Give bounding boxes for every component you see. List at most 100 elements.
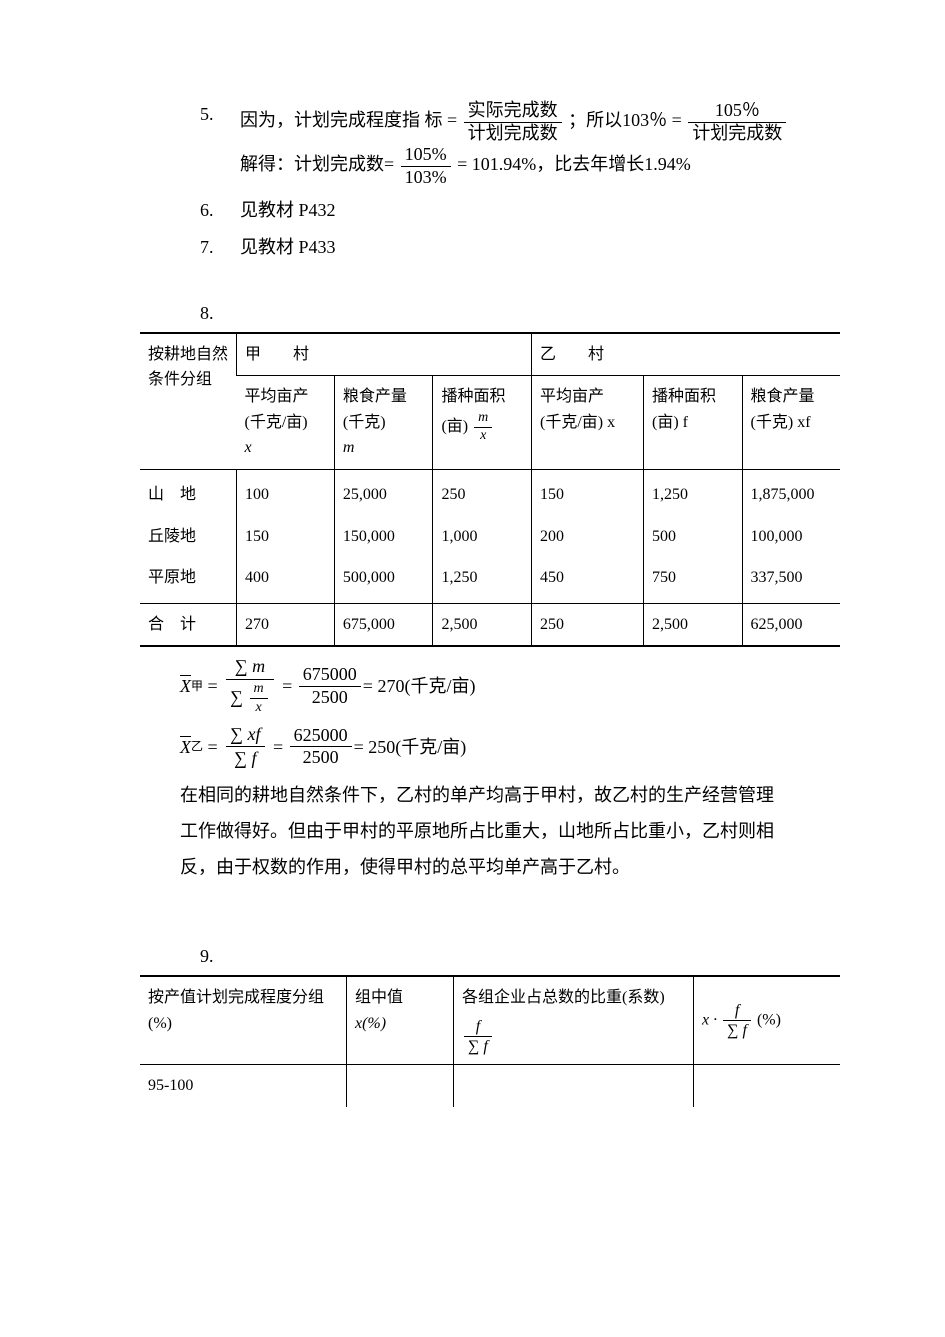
t8-sum-b2: 2,500 xyxy=(644,603,743,646)
t8-r1-b3: 100,000 xyxy=(742,516,840,558)
t8-r2-a3: 1,250 xyxy=(433,557,532,603)
t8-h-group: 按耕地自然条件分组 xyxy=(140,333,237,470)
t8-hB3-t: 粮食产量 xyxy=(751,388,815,405)
t8-sum-b1: 250 xyxy=(531,603,643,646)
item-6-text: 见教材 P432 xyxy=(240,196,815,225)
t8-hA3-frac: m x xyxy=(474,410,492,445)
t8-hA2: 粮食产量 (千克) m xyxy=(334,376,433,470)
t9-r0-c1: 95-100 xyxy=(140,1065,347,1107)
t8-r1-a2: 150,000 xyxy=(334,516,433,558)
t8-r0-g: 山 地 xyxy=(140,469,237,515)
t8-h-villageA: 甲 村 xyxy=(237,333,532,376)
item-5-frac3: 105% 103% xyxy=(401,144,451,188)
eq8-a-eq2: = xyxy=(278,672,297,701)
t9-r0-c2 xyxy=(347,1065,454,1107)
t8-row-sum: 合 计 270 675,000 2,500 250 2,500 625,000 xyxy=(140,603,840,646)
item-5-line2-a: 解得：计划完成数= xyxy=(240,154,394,174)
item-5-line1-b: ；所以103％ = xyxy=(568,110,682,130)
t8-r2-g: 平原地 xyxy=(140,557,237,603)
item-5-frac1-top: 实际完成数 xyxy=(464,100,562,123)
eq8-a-frac1: ∑ m ∑ m x xyxy=(226,655,273,717)
t8-sum-a1: 270 xyxy=(237,603,335,646)
t8-r1-g: 丘陵地 xyxy=(140,516,237,558)
table-8-header-row2: 平均亩产 (千克/亩) x 粮食产量 (千克) m 播种面积 (亩) m x 平… xyxy=(140,376,840,470)
t8-r0-b1: 150 xyxy=(531,469,643,515)
eq8-a-num: 675000 xyxy=(299,664,361,687)
item-5-line2-b: = 101.94%，比去年增长1.94% xyxy=(457,154,691,174)
item-6: 6. 见教材 P432 xyxy=(200,196,815,225)
t8-sum-a3: 2,500 xyxy=(433,603,532,646)
eq8-a-sub: 甲 xyxy=(191,677,203,696)
t8-hB3: 粮食产量 (千克) xf xyxy=(742,376,840,470)
t8-hA1: 平均亩产 (千克/亩) x xyxy=(237,376,335,470)
t8-r2-b2: 750 xyxy=(644,557,743,603)
item-5-number: 5. xyxy=(200,100,240,129)
eq8-b-fbot: ∑ f xyxy=(226,747,264,770)
t8-hA3: 播种面积 (亩) m x xyxy=(433,376,532,470)
eq8-b-frac1: ∑ xf ∑ f xyxy=(226,723,264,771)
t8-hA3-fbot: x xyxy=(474,428,492,445)
explain-8-l1: 在相同的耕地自然条件下，乙村的单产均高于甲村，故乙村的生产经营管理 xyxy=(180,777,815,813)
t8-hA2-s: m xyxy=(343,439,355,456)
t9-header: 按产值计划完成程度分组(%) 组中值 x(%) 各组企业占总数的比重(系数) f… xyxy=(140,976,840,1064)
t8-hA1-s: x xyxy=(245,439,252,456)
eq8-b-X: X xyxy=(180,733,191,762)
table-9: 按产值计划完成程度分组(%) 组中值 x(%) 各组企业占总数的比重(系数) f… xyxy=(140,975,840,1107)
t8-hB1: 平均亩产 (千克/亩) x xyxy=(531,376,643,470)
t8-r1-b2: 500 xyxy=(644,516,743,558)
t8-hB1-t: 平均亩产 xyxy=(540,388,604,405)
t8-hA2-t: 粮食产量 xyxy=(343,388,407,405)
t9-h1: 按产值计划完成程度分组(%) xyxy=(140,976,347,1064)
eq8-a-frac2: 675000 2500 xyxy=(299,664,361,708)
item-5-frac3-top: 105% xyxy=(401,144,451,167)
t9-row-0: 95-100 xyxy=(140,1065,840,1107)
t8-row-2: 平原地 400 500,000 1,250 450 750 337,500 xyxy=(140,557,840,603)
t9-h4: x · f ∑ f (%) xyxy=(694,976,841,1064)
item-8-number: 8. xyxy=(200,299,240,328)
t9-r0-c3 xyxy=(454,1065,694,1107)
t8-hB2-t: 播种面积 xyxy=(652,388,716,405)
item-5-frac1-bot: 计划完成数 xyxy=(464,123,562,145)
eq8-b-sub: 乙 xyxy=(191,737,203,756)
eq8-b-den: 2500 xyxy=(290,747,352,769)
eq8-b-res: = 250(千克/亩) xyxy=(354,733,467,762)
item-5-frac2: 105％ 计划完成数 xyxy=(688,100,786,144)
eq8-a-ftop: ∑ m xyxy=(226,655,273,679)
t9-h2: 组中值 x(%) xyxy=(347,976,454,1064)
t8-h-villageB: 乙 村 xyxy=(531,333,840,376)
t8-row-1: 丘陵地 150 150,000 1,000 200 500 100,000 xyxy=(140,516,840,558)
eq8-a-X: X xyxy=(180,672,191,701)
t9-h3: 各组企业占总数的比重(系数) f ∑ f xyxy=(454,976,694,1064)
t8-sum-b3: 625,000 xyxy=(742,603,840,646)
eq8-a: X甲 = ∑ m ∑ m x = 675000 2500 = 270(千克/亩) xyxy=(180,655,815,717)
item-5-line2: 解得：计划完成数= 105% 103% = 101.94%，比去年增长1.94% xyxy=(240,144,815,188)
t8-r0-b3: 1,875,000 xyxy=(742,469,840,515)
eq8-a-eq1: = xyxy=(203,672,222,701)
t8-r2-a2: 500,000 xyxy=(334,557,433,603)
t8-hA3-t: 播种面积 xyxy=(441,388,505,405)
eq8-b-frac2: 625000 2500 xyxy=(290,725,352,769)
explain-8-l3: 反，由于权数的作用，使得甲村的总平均单产高于乙村。 xyxy=(180,849,815,885)
t8-hA1-u: (千克/亩) xyxy=(245,414,308,431)
t9-r0-c4 xyxy=(694,1065,841,1107)
t8-r2-a1: 400 xyxy=(237,557,335,603)
t8-hA2-u: (千克) xyxy=(343,414,386,431)
item-7-number: 7. xyxy=(200,233,240,262)
t8-r2-b3: 337,500 xyxy=(742,557,840,603)
eq8-a-den: 2500 xyxy=(299,687,361,709)
t8-r0-a2: 25,000 xyxy=(334,469,433,515)
page: 5. 因为，计划完成程度指 标 = 实际完成数 计划完成数 ；所以103％ = … xyxy=(0,0,945,1337)
t8-sum-g: 合 计 xyxy=(140,603,237,646)
t8-hA3-ftop: m xyxy=(474,410,492,428)
t8-r1-b1: 200 xyxy=(531,516,643,558)
t8-row-0: 山 地 100 25,000 250 150 1,250 1,875,000 xyxy=(140,469,840,515)
t8-r1-a1: 150 xyxy=(237,516,335,558)
t8-hB1-u: (千克/亩) x xyxy=(540,414,615,431)
item-5: 5. 因为，计划完成程度指 标 = 实际完成数 计划完成数 ；所以103％ = … xyxy=(200,100,815,188)
t8-r2-b1: 450 xyxy=(531,557,643,603)
eq8-b-eq1: = xyxy=(203,733,222,762)
item-9-number: 9. xyxy=(200,942,240,971)
t8-sum-a2: 675,000 xyxy=(334,603,433,646)
item-9: 9. xyxy=(200,942,815,971)
eq8-b-ftop: ∑ xf xyxy=(226,723,264,747)
